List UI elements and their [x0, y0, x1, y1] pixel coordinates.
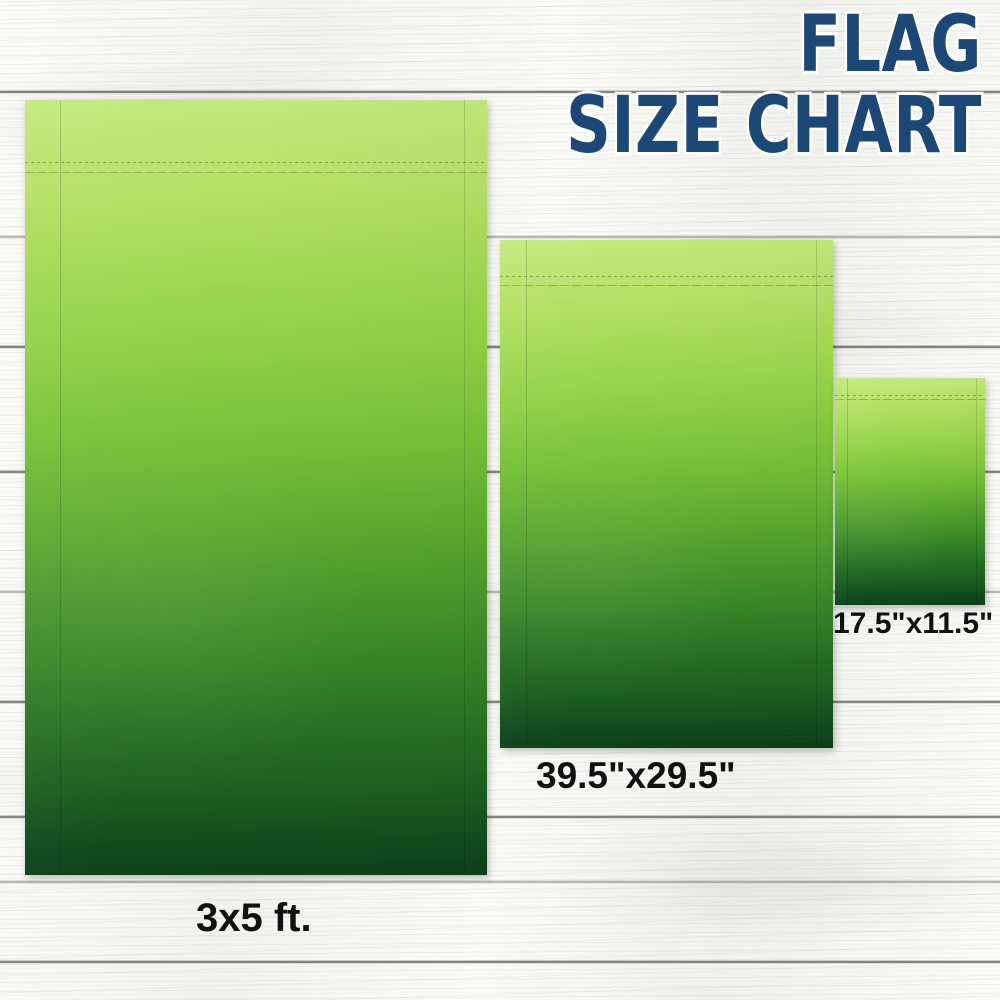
flag-medium — [500, 240, 833, 748]
flag-sleeve-stitch — [25, 162, 487, 163]
label-large: 3x5 ft. — [196, 896, 312, 940]
flag-hem-left — [847, 378, 848, 605]
flag-hem-right — [464, 100, 465, 875]
plank-seam — [0, 815, 1000, 819]
flag-sheen — [835, 378, 985, 605]
plank-seam — [0, 90, 1000, 94]
title-line-flag: FLAG — [796, 0, 984, 90]
title-line-size-chart: SIZE CHART — [564, 80, 984, 171]
flag-hem-right — [816, 240, 817, 748]
flag-large — [25, 100, 487, 875]
plank-seam — [0, 960, 1000, 964]
flag-sleeve-stitch — [500, 276, 833, 277]
label-small: 17.5"x11.5" — [833, 607, 994, 640]
flag-sleeve-stitch — [835, 399, 985, 400]
flag-hem-right — [976, 378, 977, 605]
flag-sleeve-stitch — [835, 395, 985, 396]
page-title: FLAG SIZE CHART — [462, 0, 984, 171]
flag-small — [835, 378, 985, 605]
label-medium: 39.5"x29.5" — [536, 755, 736, 796]
flag-sheen — [500, 240, 833, 748]
plank-seam — [0, 880, 1000, 884]
flag-sleeve-stitch — [25, 172, 487, 173]
flag-sheen — [25, 100, 487, 875]
flag-hem-left — [60, 100, 61, 875]
flag-hem-left — [526, 240, 527, 748]
flag-sleeve-stitch — [500, 285, 833, 286]
plank-seam — [0, 235, 1000, 239]
